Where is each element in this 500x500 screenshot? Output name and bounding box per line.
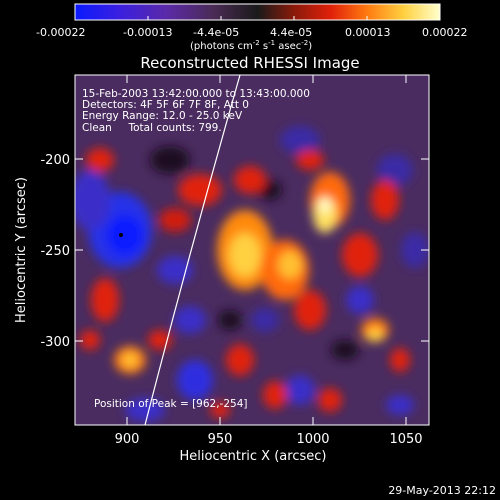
peak-position-text: Position of Peak = [962,-254]	[94, 398, 248, 410]
x-tick-label: 1050	[389, 432, 422, 447]
info-annotation: 15-Feb-2003 13:42:00.000 to 13:43:00.000…	[82, 88, 310, 134]
y-axis: -200 -250 -300 Heliocentric Y (arcsec)	[14, 153, 429, 350]
info-time-range: 15-Feb-2003 13:42:00.000 to 13:43:00.000	[82, 88, 310, 100]
plot-title: Reconstructed RHESSI Image	[140, 54, 359, 72]
colorbar-gradient	[74, 3, 441, 21]
timestamp: 29-May-2013 22:12	[388, 484, 496, 497]
colorbar-tick-label: -0.00022	[36, 26, 85, 39]
colorbar-tick-label: 0.00022	[422, 26, 468, 39]
y-tick-label: -200	[40, 153, 70, 168]
info-clean-counts: Clean Total counts: 799.	[82, 122, 222, 134]
solar-limb-curve	[144, 75, 241, 425]
x-axis: 900 950 1000 1050 Heliocentric X (arcsec…	[115, 75, 423, 464]
y-axis-label: Heliocentric Y (arcsec)	[14, 177, 29, 323]
colorbar-tick-label: -4.4e-05	[193, 26, 239, 39]
info-energy-range: Energy Range: 12.0 - 25.0 keV	[82, 110, 243, 122]
x-axis-label: Heliocentric X (arcsec)	[180, 449, 327, 464]
y-tick-label: -250	[40, 244, 70, 259]
y-tick-label: -300	[40, 335, 70, 350]
minimum-marker	[119, 233, 123, 237]
x-tick-label: 1000	[296, 432, 329, 447]
info-detectors: Detectors: 4F 5F 6F 7F 8F, Att 0	[82, 99, 249, 111]
x-tick-label: 900	[115, 432, 140, 447]
colorbar: -0.00022 -0.00013 -4.4e-05 4.4e-05 0.000…	[36, 3, 468, 52]
colorbar-tick-label: 4.4e-05	[270, 26, 312, 39]
colorbar-units: (photons cm-2 s-1 asec-2)	[190, 39, 312, 52]
colorbar-tick-marks	[74, 16, 441, 20]
colorbar-tick-label: 0.00013	[345, 26, 391, 39]
rhessi-image	[75, 75, 429, 425]
colorbar-tick-label: -0.00013	[123, 26, 172, 39]
x-tick-label: 950	[208, 432, 233, 447]
